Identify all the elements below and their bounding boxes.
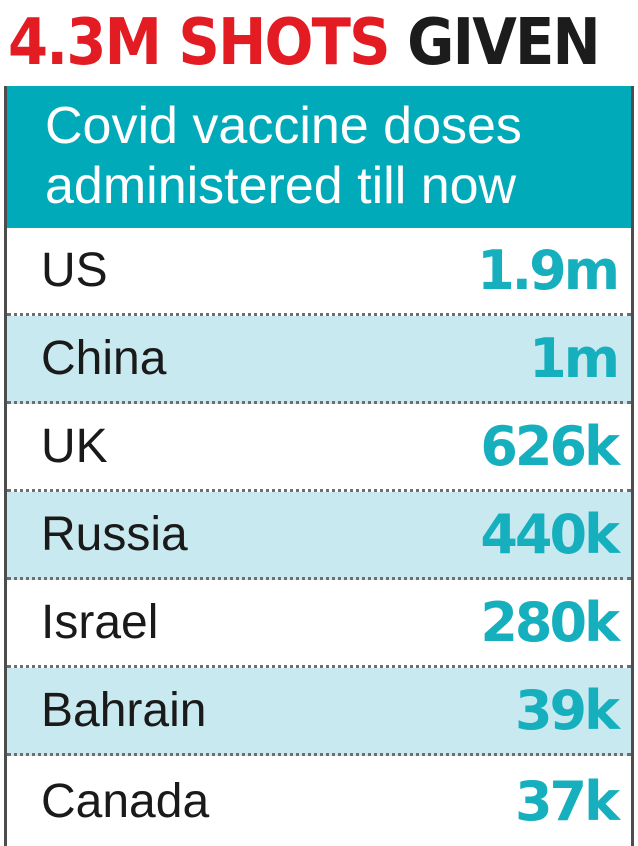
subhead-banner: Covid vaccine doses administered till no… — [7, 86, 631, 228]
table-row: Russia 440k — [7, 492, 631, 580]
country-label: Israel — [41, 596, 159, 649]
country-label: Canada — [41, 774, 210, 828]
dose-value: 37k — [514, 769, 620, 833]
table-row: UK 626k — [7, 404, 631, 492]
table-row: Israel 280k — [7, 580, 631, 668]
data-panel: Covid vaccine doses administered till no… — [4, 86, 634, 846]
dose-value: 1.9m — [477, 239, 620, 302]
country-label: US — [41, 244, 108, 297]
headline-red-text: 4.3M SHOTS — [8, 6, 391, 80]
subhead-line-1: Covid vaccine doses — [45, 97, 522, 155]
headline: 4.3M SHOTS GIVEN — [8, 4, 601, 82]
country-label: China — [41, 332, 167, 385]
subhead-line-2: administered till now — [45, 157, 517, 215]
table-row: Canada 37k — [7, 756, 631, 846]
data-rows: US 1.9m China 1m UK 626k Russia 440k Israel 280k B… — [7, 228, 631, 846]
table-row: Bahrain 39k — [7, 668, 631, 756]
dose-value: 39k — [514, 679, 620, 742]
country-label: Bahrain — [41, 684, 207, 737]
dose-value: 440k — [480, 503, 620, 566]
table-row: China 1m — [7, 316, 631, 404]
country-label: Russia — [41, 508, 188, 561]
table-row: US 1.9m — [7, 228, 631, 316]
dose-value: 626k — [480, 415, 620, 478]
country-label: UK — [41, 420, 108, 473]
headline-dark-text: GIVEN — [407, 6, 601, 80]
dose-value: 1m — [529, 327, 620, 390]
dose-value: 280k — [480, 591, 620, 654]
